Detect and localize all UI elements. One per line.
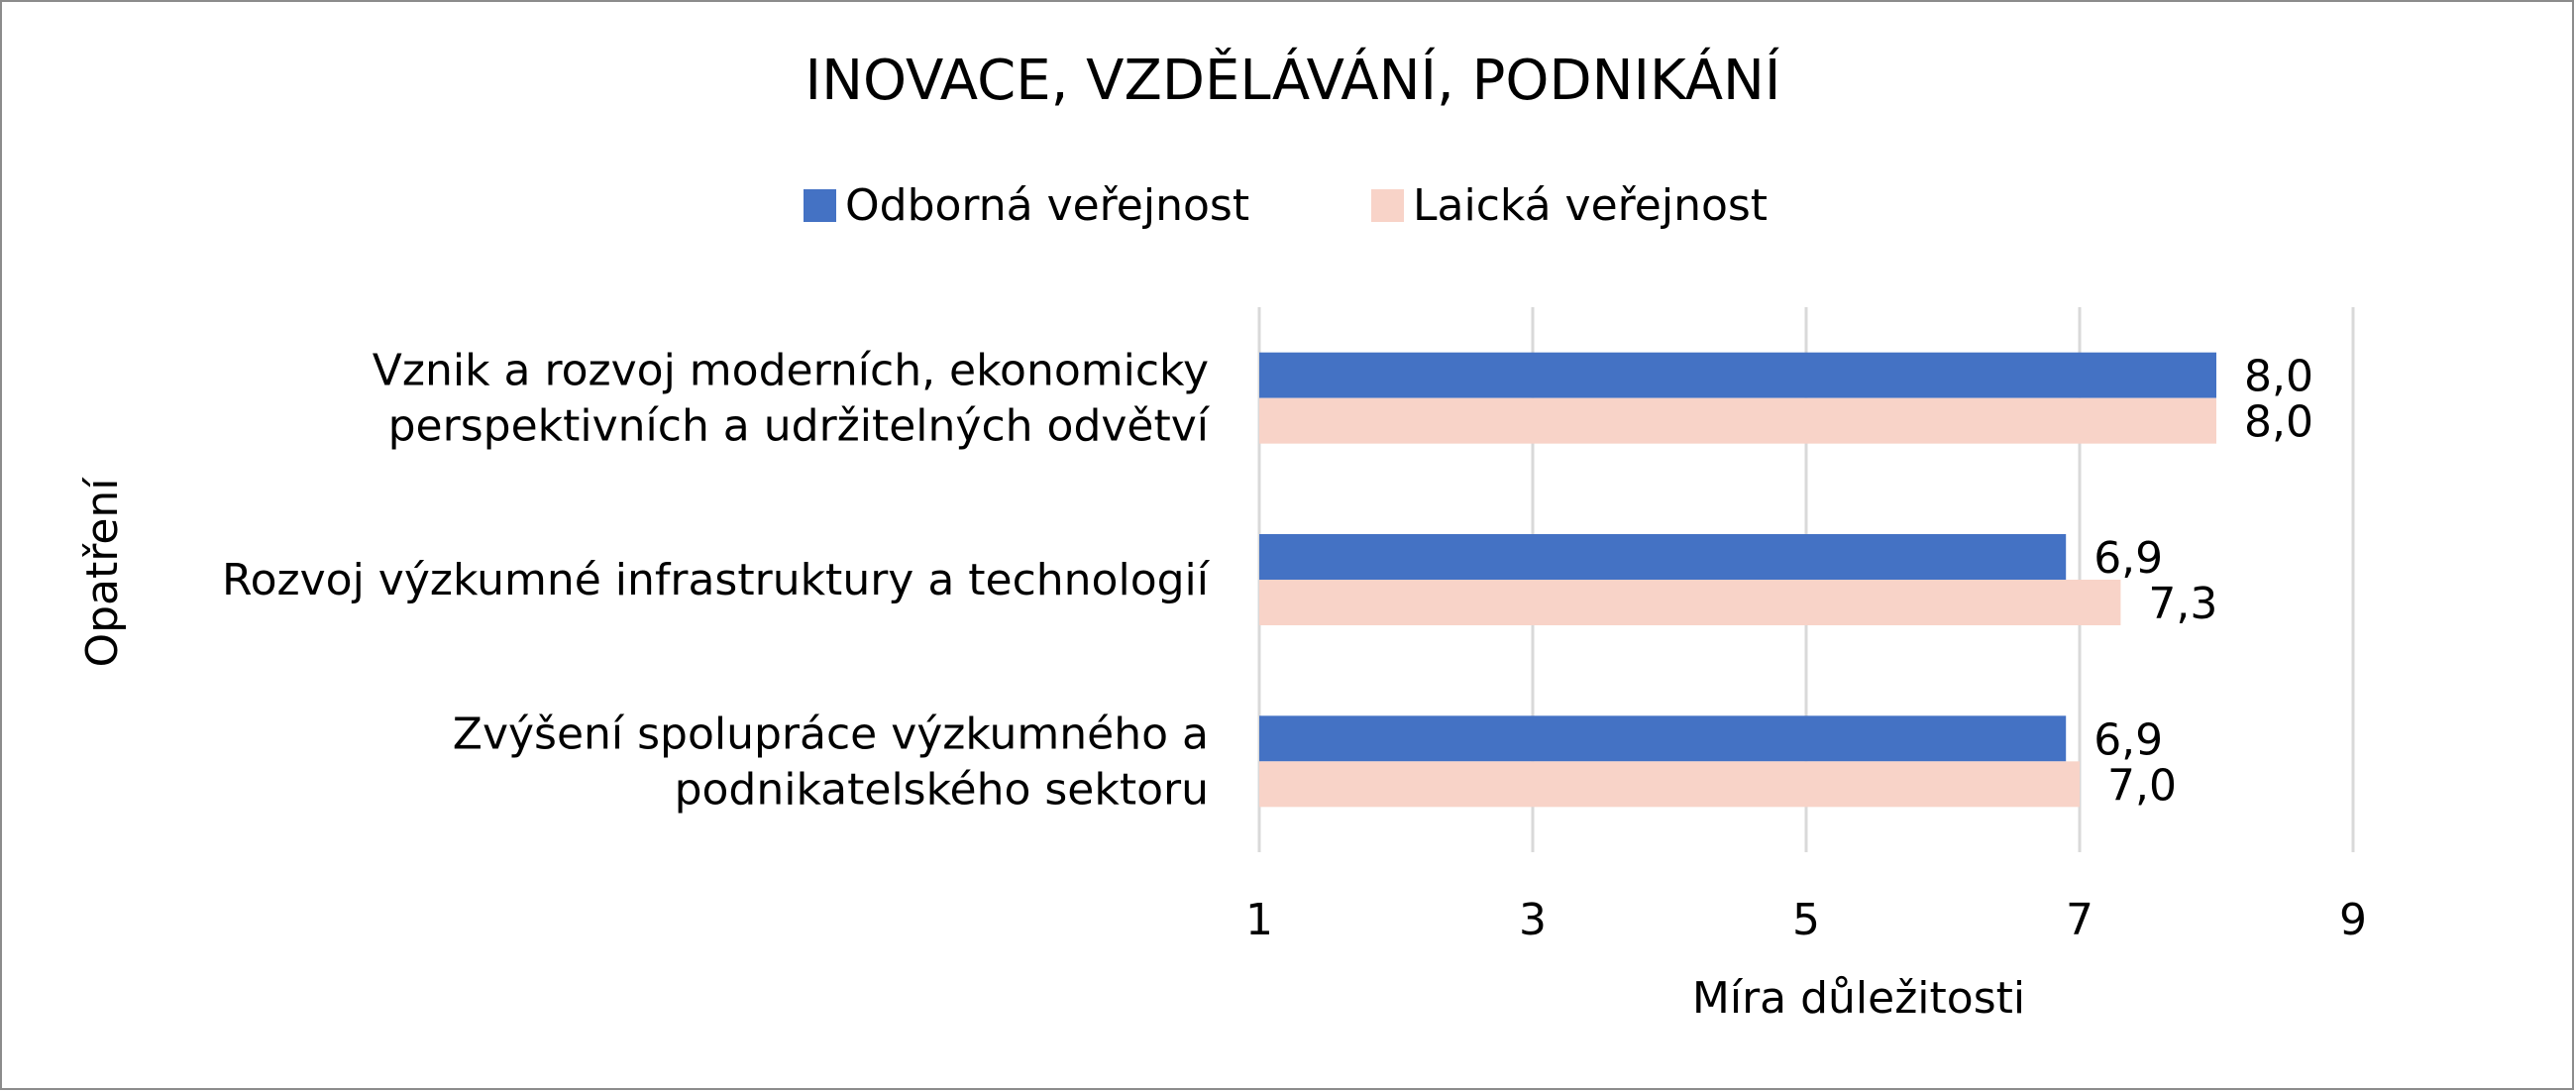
category-labels: Vznik a rozvoj moderních, ekonomickypers… <box>222 346 1211 816</box>
bar-laicka-1 <box>1259 580 2121 625</box>
bar-laicka-2 <box>1259 761 2080 808</box>
x-tick-label: 1 <box>1245 895 1273 945</box>
legend-swatch-odborna <box>804 189 836 222</box>
y-axis-label: Opatření <box>77 477 128 668</box>
value-labels: 8,08,06,97,36,97,0 <box>2093 352 2313 812</box>
x-axis-label: Míra důležitosti <box>1692 973 2025 1024</box>
category-label: Vznik a rozvoj moderních, ekonomicky <box>373 346 1209 396</box>
x-tick-label: 7 <box>2066 895 2093 945</box>
data-label: 8,0 <box>2244 352 2313 402</box>
category-label: perspektivních a udržitelných odvětví <box>388 401 1211 452</box>
category-label: Zvýšení spolupráce výzkumného a <box>453 709 1209 759</box>
bar-laicka-0 <box>1259 397 2216 444</box>
legend-label-laicka: Laická veřejnost <box>1413 180 1768 231</box>
legend: Odborná veřejnost Laická veřejnost <box>804 180 1768 231</box>
bars <box>1259 352 2216 808</box>
bar-odborna-0 <box>1259 352 2216 398</box>
category-label: podnikatelského sektoru <box>675 764 1209 815</box>
bar-odborna-2 <box>1259 715 2067 762</box>
data-label: 6,9 <box>2093 714 2163 765</box>
data-label: 6,9 <box>2093 533 2163 584</box>
data-label: 8,0 <box>2244 397 2313 448</box>
legend-label-odborna: Odborná veřejnost <box>845 180 1249 231</box>
chart-title: INOVACE, VZDĚLÁVÁNÍ, PODNIKÁNÍ <box>805 48 1781 113</box>
legend-swatch-laicka <box>1371 189 1404 222</box>
bar-odborna-1 <box>1259 534 2067 580</box>
data-label: 7,0 <box>2107 760 2177 811</box>
category-label: Rozvoj výzkumné infrastruktury a technol… <box>222 555 1211 605</box>
data-label: 7,3 <box>2148 579 2217 629</box>
x-tick-label: 3 <box>1519 895 1547 945</box>
x-tick-labels: 1 3 5 7 9 <box>1245 895 2367 945</box>
x-tick-label: 5 <box>1792 895 1820 945</box>
x-tick-label: 9 <box>2339 895 2367 945</box>
